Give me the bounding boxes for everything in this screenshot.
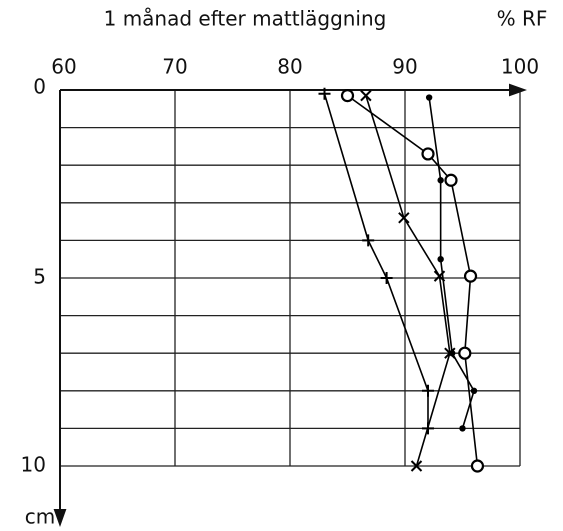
marker xyxy=(470,387,478,394)
marker xyxy=(425,94,433,101)
marker xyxy=(437,177,444,184)
x-tick-label: 100 xyxy=(501,55,539,79)
y-tick-label: 5 xyxy=(33,265,46,289)
x-tick-label: 70 xyxy=(162,55,187,79)
marker xyxy=(422,384,434,397)
marker xyxy=(470,459,485,473)
x-tick-label: 60 xyxy=(51,55,76,79)
y-tick-label: 10 xyxy=(21,453,46,477)
marker xyxy=(318,87,331,100)
series-line xyxy=(347,94,479,467)
marker xyxy=(360,89,372,102)
marker xyxy=(444,173,458,187)
marker xyxy=(398,212,410,224)
marker xyxy=(362,234,375,247)
chart-title: 1 månad efter mattläggning xyxy=(104,7,387,31)
y-tick-label: 0 xyxy=(33,75,46,99)
x-tick-label: 80 xyxy=(277,55,302,79)
marker xyxy=(380,272,393,284)
y-axis-arrow xyxy=(53,509,67,527)
marker xyxy=(437,256,444,263)
marker xyxy=(444,347,456,359)
axes xyxy=(53,83,527,527)
marker xyxy=(421,147,435,161)
marker xyxy=(340,89,355,103)
marker xyxy=(459,425,466,432)
x-axis-arrow xyxy=(509,83,527,97)
x-axis-label: % RF xyxy=(497,7,548,31)
series-line xyxy=(323,93,429,429)
marker xyxy=(458,346,472,360)
marker xyxy=(463,269,478,283)
marker xyxy=(433,270,446,282)
marker xyxy=(422,422,434,435)
series-line xyxy=(428,97,475,429)
grid xyxy=(59,89,521,467)
x-tick-label: 90 xyxy=(392,55,417,79)
marker xyxy=(410,460,423,472)
y-axis-label: cm xyxy=(25,505,55,529)
